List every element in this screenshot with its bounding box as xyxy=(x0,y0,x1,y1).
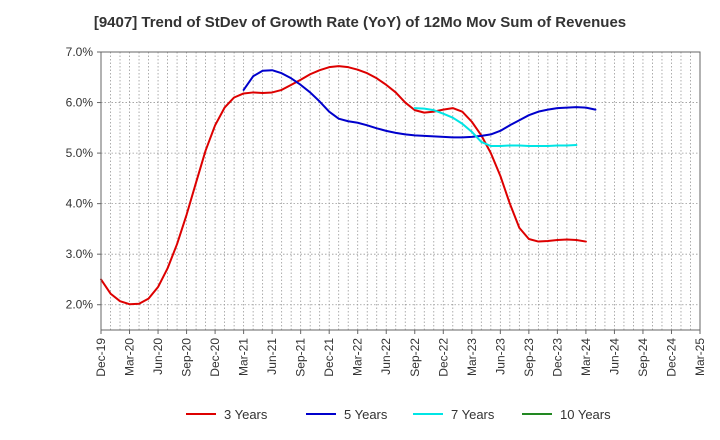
series-line-3-years xyxy=(100,65,587,306)
x-tick-label: Sep-23 xyxy=(522,338,536,377)
x-tick-label: Dec-22 xyxy=(436,338,450,377)
x-tick-label: Jun-20 xyxy=(151,338,165,375)
plot-area xyxy=(101,52,700,330)
x-tick-label: Dec-19 xyxy=(94,338,108,377)
x-tick-label: Mar-22 xyxy=(351,338,365,376)
x-tick-label: Dec-20 xyxy=(208,338,222,377)
x-tick-label: Jun-24 xyxy=(607,338,621,375)
y-tick-label: 5.0% xyxy=(66,146,94,160)
x-tick-label: Jun-23 xyxy=(493,338,507,375)
y-tick-label: 6.0% xyxy=(66,96,94,110)
x-tick-label: Mar-23 xyxy=(465,338,479,376)
series-line-7-years xyxy=(413,107,578,148)
x-tick-label: Mar-21 xyxy=(237,338,251,376)
x-tick-label: Mar-24 xyxy=(579,338,593,376)
series-lines xyxy=(100,65,597,306)
legend-label: 7 Years xyxy=(451,407,495,422)
x-tick-label: Mar-20 xyxy=(123,338,137,376)
series-line-5-years xyxy=(242,69,597,139)
x-tick-label: Sep-20 xyxy=(180,338,194,377)
x-tick-label: Sep-22 xyxy=(408,338,422,377)
x-tick-label: Jun-21 xyxy=(265,338,279,375)
legend-label: 10 Years xyxy=(560,407,611,422)
x-tick-label: Jun-22 xyxy=(379,338,393,375)
y-tick-label: 4.0% xyxy=(66,197,94,211)
y-tick-label: 2.0% xyxy=(66,298,94,312)
x-tick-label: Dec-21 xyxy=(322,338,336,377)
legend: 3 Years 5 Years 7 Years 10 Years xyxy=(186,407,611,422)
legend-label: 5 Years xyxy=(344,407,388,422)
x-tick-label: Mar-25 xyxy=(693,338,707,376)
chart-title: [9407] Trend of StDev of Growth Rate (Yo… xyxy=(93,14,627,31)
x-tick-label: Dec-24 xyxy=(664,338,678,377)
x-tick-label: Sep-21 xyxy=(294,338,308,377)
y-tick-label: 7.0% xyxy=(66,45,94,59)
axes: 2.0% 3.0% 4.0% 5.0% 6.0% 7.0% Dec-19 Mar-20 Jun-… xyxy=(66,45,707,377)
x-tick-label: Sep-24 xyxy=(636,338,650,377)
x-tick-label: Dec-23 xyxy=(550,338,564,377)
y-tick-label: 3.0% xyxy=(66,247,94,261)
legend-label: 3 Years xyxy=(224,407,268,422)
plot-background xyxy=(101,52,700,330)
plot-border xyxy=(100,51,701,331)
